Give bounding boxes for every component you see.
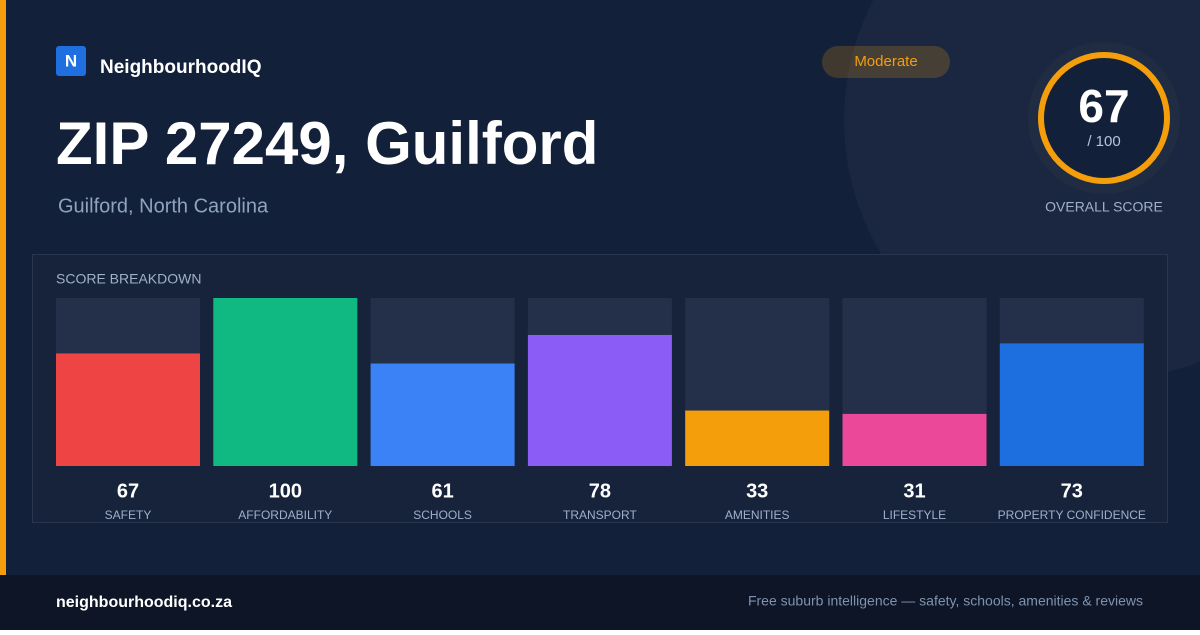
logo-letter: N <box>65 51 77 70</box>
brand-name: NeighbourhoodIQ <box>100 57 261 78</box>
bar <box>999 343 1144 466</box>
subtitle: Guilford, North Carolina <box>58 195 269 217</box>
bar <box>527 334 672 466</box>
footer-site: neighbourhoodiq.co.za <box>56 594 232 611</box>
bar-value: 61 <box>431 480 453 502</box>
breakdown-title: SCORE BREAKDOWN <box>56 271 201 287</box>
bar-label: SCHOOLS <box>413 508 472 522</box>
overall-score: 67 <box>1078 80 1129 132</box>
bar <box>685 410 830 466</box>
accent-stripe <box>0 0 6 575</box>
bar-label: TRANSPORT <box>563 508 637 522</box>
bar-label: AFFORDABILITY <box>238 508 332 522</box>
bar-label: SAFETY <box>105 508 152 522</box>
bar <box>842 413 987 466</box>
badge-text: Moderate <box>854 53 917 70</box>
logo <box>56 46 86 76</box>
bar-value: 100 <box>269 480 302 502</box>
bar <box>213 298 358 466</box>
footer-tagline: Free suburb intelligence — safety, schoo… <box>748 593 1143 609</box>
bars: 67 SAFETY 100 AFFORDABILITY 61 SCHOOLS 78 TRANS… <box>56 298 1146 522</box>
bar-value: 73 <box>1061 480 1083 502</box>
overall-label: OVERALL SCORE <box>1045 199 1163 215</box>
footer <box>0 575 1200 630</box>
bar-value: 78 <box>589 480 611 502</box>
bar-label: LIFESTYLE <box>883 508 946 522</box>
bar <box>370 363 515 466</box>
title: ZIP 27249, Guilford <box>56 110 598 177</box>
bar-value: 31 <box>903 480 925 502</box>
bar-value: 67 <box>117 480 139 502</box>
bar <box>56 353 200 466</box>
bar-value: 33 <box>746 480 768 502</box>
overall-out-of: / 100 <box>1087 133 1120 150</box>
bar-label: PROPERTY CONFIDENCE <box>998 508 1146 522</box>
bar-label: AMENITIES <box>725 508 790 522</box>
badge <box>822 46 950 78</box>
score-ring <box>1038 52 1170 184</box>
